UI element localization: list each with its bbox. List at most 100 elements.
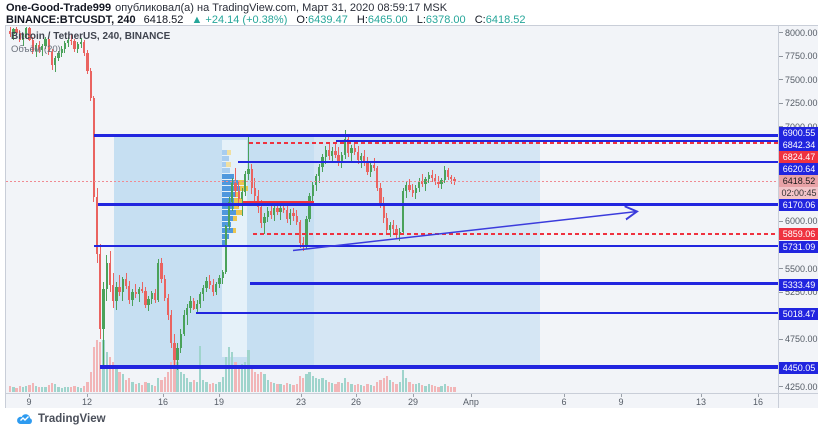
price-tick-label: 7750.00 <box>785 51 818 62</box>
volume-bar <box>382 378 385 392</box>
candle-body <box>227 201 231 227</box>
volume-bar <box>131 382 134 392</box>
volume-bar <box>434 386 437 392</box>
symbol-title: BINANCE:BTCUSDT, 240 <box>6 14 136 26</box>
price-tick-dash <box>779 32 783 33</box>
volume-bar <box>124 380 128 392</box>
candle-body <box>308 196 311 219</box>
volume-bar <box>108 357 112 392</box>
candle-body <box>273 208 276 216</box>
candle-body <box>221 271 224 279</box>
candle-body <box>282 207 285 211</box>
volume-bar <box>115 367 118 392</box>
volume-bar <box>118 372 121 392</box>
volume-profile-row <box>222 168 230 173</box>
candle-body <box>21 35 25 41</box>
candle-body <box>157 263 160 300</box>
candle-body <box>260 206 263 223</box>
volume-bar <box>256 374 260 392</box>
volume-bar <box>31 383 34 392</box>
price-tick-dash <box>779 268 783 269</box>
volume-profile-row-yellow <box>238 180 244 185</box>
candle-body <box>376 167 379 188</box>
candle-body <box>118 286 121 292</box>
candle-body <box>208 281 211 285</box>
candle-wick <box>141 282 143 294</box>
price-axis[interactable]: 8000.007750.007500.007250.007000.006000.… <box>778 26 818 393</box>
candle-body <box>63 43 67 49</box>
volume-bar <box>327 382 331 392</box>
volume-bar <box>260 372 263 392</box>
candle-body <box>83 42 86 53</box>
time-axis[interactable]: 9 12 16 19 23 26 29 Апр 6 9 13 16 <box>6 393 778 408</box>
volume-bar <box>218 382 221 392</box>
volume-profile-row <box>222 198 234 203</box>
candle-body <box>434 178 437 183</box>
open-value: O:6439.47 <box>296 14 348 26</box>
volume-bar <box>12 387 15 392</box>
candle-wick <box>41 44 43 56</box>
volume-bar <box>83 386 86 392</box>
candle-body <box>76 44 79 49</box>
candle-body <box>166 298 170 316</box>
volume-bar <box>195 382 199 392</box>
volume-bar <box>50 383 54 392</box>
time-label: 16 <box>752 396 764 407</box>
candle-body <box>18 32 21 41</box>
candle-wick <box>70 33 72 46</box>
candle-body <box>12 29 15 34</box>
candle-body <box>350 148 353 153</box>
volume-bar <box>189 382 192 392</box>
candle-body <box>417 181 421 188</box>
volume-bar <box>153 386 157 392</box>
time-tick-dash <box>413 394 414 397</box>
volume-bar <box>163 377 166 392</box>
candle-wick <box>248 136 249 181</box>
axis-corner <box>778 393 818 408</box>
candle-body <box>215 283 218 293</box>
publication-text: опубликовал(а) на TradingView.com, Март … <box>115 2 448 14</box>
volume-bar <box>334 384 337 392</box>
price-flag: 5731.09 <box>779 240 818 253</box>
candle-body <box>314 176 318 185</box>
candle-body <box>66 39 70 44</box>
last-price: 6418.52 <box>143 14 184 26</box>
volume-bar <box>37 387 41 392</box>
chart-plot-area[interactable]: Bitcoin / TetherUS, 240, BINANCE Объём (… <box>6 26 778 393</box>
candle-body <box>240 192 244 200</box>
volume-bar <box>95 340 99 392</box>
volume-bar <box>92 347 96 392</box>
volume-bar <box>401 370 405 392</box>
chart-frame: Bitcoin / TetherUS, 240, BINANCE Объём (… <box>5 25 818 408</box>
candle-body <box>408 184 411 190</box>
time-tick-dash <box>301 394 302 397</box>
candle-body <box>234 182 237 191</box>
volume-bar <box>192 380 195 392</box>
price-tick-label: 8000.00 <box>785 27 818 38</box>
tradingview-branding[interactable]: TradingView <box>16 412 106 425</box>
candle-body <box>250 168 253 188</box>
candle-body <box>102 288 105 330</box>
candle-body <box>163 279 166 299</box>
price-flag: 5018.47 <box>779 307 818 320</box>
candle-body <box>128 285 131 300</box>
candle-body <box>353 148 356 152</box>
candle-body <box>231 182 234 202</box>
price-flag: 6418.52 <box>779 174 818 187</box>
volume-bar <box>398 382 401 392</box>
candle-wick <box>235 167 237 198</box>
candle-body <box>186 307 189 316</box>
candle-body <box>170 315 173 344</box>
volume-profile-row <box>222 162 226 167</box>
volume-bar <box>430 385 434 392</box>
volume-bar <box>356 384 360 392</box>
volume-bar <box>227 347 231 392</box>
volume-bar <box>21 387 25 392</box>
price-tick-dash <box>779 220 783 222</box>
candle-body <box>334 150 337 155</box>
volume-bar <box>240 364 244 392</box>
candle-body <box>31 39 34 51</box>
volume-bar <box>89 372 92 392</box>
volume-bar <box>253 372 257 392</box>
price-tick-dash <box>779 338 783 340</box>
